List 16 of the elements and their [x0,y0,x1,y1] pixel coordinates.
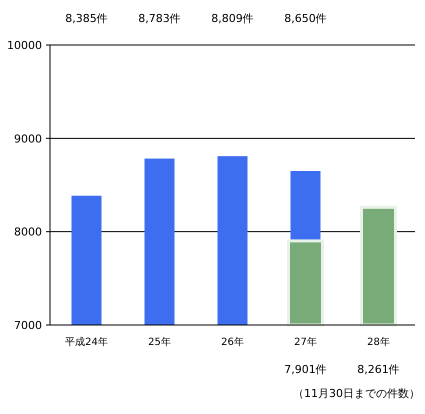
x-tick-label: 27年 [294,336,317,348]
y-tick-label: 10000 [7,39,42,52]
text: （11月30日までの件数） [293,387,420,400]
x-tick-label: 25年 [148,336,171,348]
data-label: 8,783件 [138,12,181,25]
data-label: 8,261件 [357,363,400,376]
y-tick-label: 8000 [14,226,42,239]
data-label: 7,901件 [284,363,327,376]
data-label: 8,650件 [284,12,327,25]
y-tick-label: 7000 [14,319,42,332]
x-tick-label: 26年 [221,336,244,348]
x-tick-label: 平成24年 [65,336,108,348]
data-label: 8,385件 [65,12,108,25]
y-tick-label: 9000 [14,132,42,146]
x-tick-label: 28年 [367,336,390,348]
data-label: 8,809件 [211,12,254,25]
